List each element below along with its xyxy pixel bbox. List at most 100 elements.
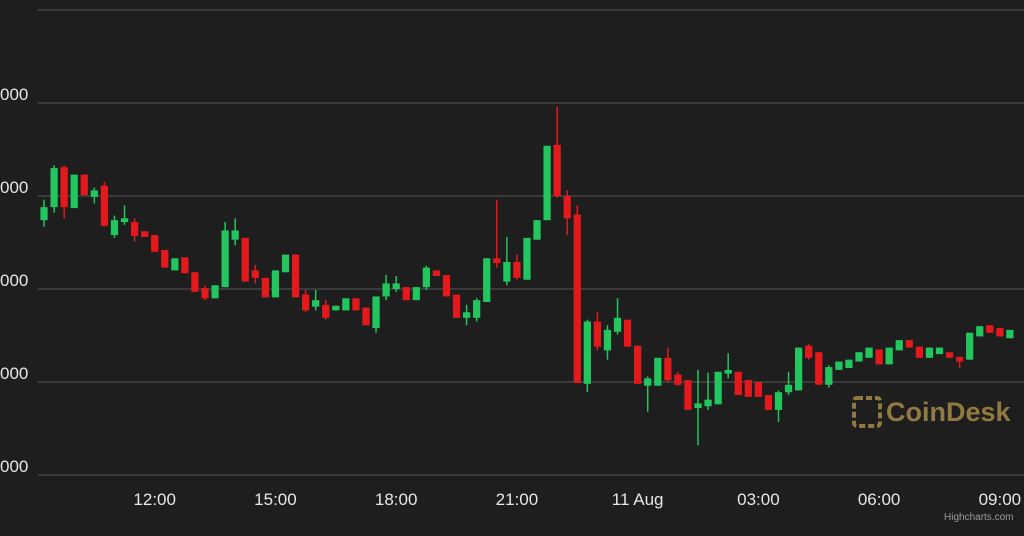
candle (674, 371, 682, 386)
x-tick-label: 15:00 (254, 490, 297, 509)
candle (251, 264, 259, 284)
candle (684, 380, 692, 410)
candle-body (694, 403, 702, 409)
candle (563, 190, 571, 236)
candle-body (563, 196, 571, 219)
candle-body (895, 340, 903, 351)
candle-body (996, 328, 1004, 337)
candle-body (573, 214, 581, 383)
candle-body (805, 345, 813, 358)
candle-body (40, 207, 48, 221)
candle (935, 347, 944, 355)
candle (211, 285, 219, 299)
candle-body (553, 144, 561, 196)
candle (473, 298, 481, 322)
x-tick-label: 03:00 (737, 490, 780, 509)
candle (774, 390, 783, 422)
x-tick-label: 06:00 (858, 490, 901, 509)
candle (40, 199, 48, 227)
watermark: CoinDesk (886, 397, 1012, 427)
x-tick-label: 12:00 (133, 490, 176, 509)
candle-body (976, 326, 984, 337)
candle-body (885, 347, 893, 365)
candle (352, 298, 360, 311)
candle-body (593, 321, 602, 347)
candle (644, 376, 652, 412)
candle-body (110, 220, 119, 236)
candle-body (342, 298, 350, 311)
y-tick-label: 000 (0, 178, 28, 197)
candle (976, 326, 984, 337)
candle (151, 235, 159, 252)
candle (141, 231, 149, 237)
candle (161, 249, 169, 268)
candle (483, 258, 491, 303)
candle (422, 265, 430, 290)
candle (412, 287, 420, 301)
candle-body (503, 262, 511, 282)
candle-body (90, 190, 98, 197)
candle-body (1006, 329, 1014, 339)
candle-body (60, 167, 68, 208)
candle-body (382, 283, 390, 297)
candle (885, 347, 893, 365)
candle-body (211, 285, 219, 299)
candle (372, 296, 380, 333)
candle-body (644, 378, 652, 386)
watermark-group: CoinDesk (852, 396, 1012, 428)
candle-body (865, 347, 873, 358)
candle (493, 199, 501, 268)
candle (805, 343, 813, 360)
candle-body (322, 304, 330, 318)
candle-body (795, 347, 803, 391)
candle-body (452, 294, 461, 318)
candle-body (100, 185, 109, 226)
credits[interactable]: Highcharts.com (944, 512, 1013, 523)
candle-body (674, 374, 682, 385)
candle (181, 257, 189, 274)
candle (795, 347, 803, 391)
candle (70, 174, 78, 209)
candle (513, 254, 521, 280)
candle (875, 349, 883, 365)
candle-body (80, 174, 88, 196)
candle (835, 361, 843, 370)
candle (130, 218, 139, 242)
candle (825, 365, 833, 388)
candle-body (513, 262, 521, 278)
candle (302, 289, 310, 313)
candle-body (613, 317, 622, 332)
candle-body (191, 272, 199, 292)
candle-body (362, 307, 370, 326)
candle (523, 237, 531, 280)
candle (694, 369, 702, 446)
candle (754, 382, 763, 397)
candle (100, 182, 109, 227)
candle-body (664, 357, 672, 381)
candle-body (442, 275, 451, 297)
candle (392, 275, 400, 292)
candle-body (945, 352, 954, 358)
candle-body (815, 352, 823, 385)
candle (533, 220, 541, 240)
candle-body (634, 345, 642, 384)
candle (764, 395, 773, 410)
candle-body (523, 237, 531, 280)
candle-body (302, 294, 310, 311)
candle (925, 347, 934, 358)
candle-body (533, 220, 541, 240)
candle (1006, 329, 1014, 339)
candle-body (875, 349, 883, 365)
candle-body (221, 230, 229, 288)
candle-body (986, 325, 994, 333)
x-tick-label: 11 Aug (612, 490, 664, 509)
candle (855, 352, 863, 362)
candle-body (231, 230, 239, 240)
candle (80, 174, 88, 196)
candle (362, 307, 370, 326)
candle-body (201, 288, 209, 299)
x-tick-label: 21:00 (496, 490, 539, 509)
candle (291, 254, 300, 298)
candle-body (171, 258, 179, 271)
